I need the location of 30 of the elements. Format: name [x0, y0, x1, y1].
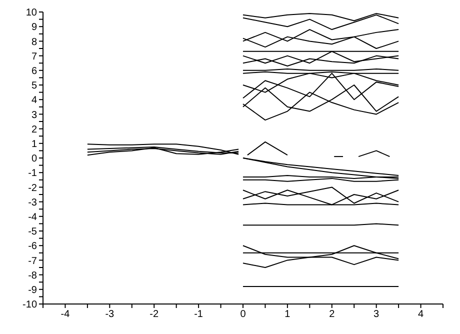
x-tick-label: -4: [60, 309, 70, 320]
x-tick-label: -2: [150, 309, 159, 320]
y-tick-label: -9: [28, 284, 38, 296]
x-tick-label: -1: [194, 309, 204, 320]
y-tick-label: 0: [31, 154, 38, 165]
y-tick-label: -6: [28, 241, 38, 252]
y-tick-label: 4: [31, 95, 38, 106]
y-tick-label: -4: [28, 212, 38, 223]
y-tick-label: 8: [31, 36, 38, 48]
x-tick-label: 2: [329, 309, 336, 320]
y-tick-label: -2: [28, 182, 38, 194]
x-tick-label: -3: [105, 309, 115, 320]
y-tick-label: -1: [28, 168, 38, 180]
y-tick-label: 1: [31, 138, 38, 150]
y-tick-label: -3: [28, 197, 38, 208]
y-tick-label: -7: [28, 256, 38, 267]
y-tick-label: 9: [31, 22, 38, 34]
y-tick-label: 2: [31, 124, 38, 136]
y-tick-label: -5: [28, 226, 38, 238]
x-tick-label: 3: [374, 309, 380, 320]
y-tick-label: 6: [31, 66, 38, 77]
x-tick-label: 0: [240, 309, 246, 320]
y-tick-label: 3: [31, 110, 38, 121]
y-tick-label: 7: [31, 51, 38, 62]
y-tick-label: 5: [31, 80, 38, 92]
x-tick-label: 4: [418, 309, 424, 320]
y-tick-label: -10: [22, 300, 38, 311]
y-tick-label: 10: [26, 8, 38, 19]
x-tick-label: 1: [284, 309, 291, 320]
y-tick-label: -8: [28, 270, 38, 282]
